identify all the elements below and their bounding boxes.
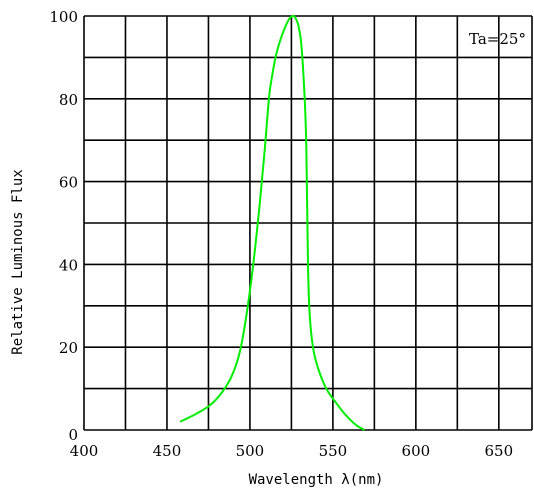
series-line-0 <box>179 14 365 431</box>
tick-labels: 400 450 500 550 600 650 0 20 40 60 80 100 <box>49 8 513 460</box>
x-tick-label-2: 500 <box>236 442 265 460</box>
x-axis-label: Wavelength λ(nm) <box>249 472 384 488</box>
y-tick-label-5: 100 <box>49 8 78 26</box>
y-axis-label: Relative Luminous Flux <box>10 169 26 354</box>
x-tick-label-4: 600 <box>402 442 431 460</box>
x-tick-label-0: 400 <box>70 442 99 460</box>
x-tick-label-1: 450 <box>153 442 182 460</box>
x-tick-label-3: 550 <box>319 442 348 460</box>
y-tick-label-4: 80 <box>59 91 78 109</box>
y-tick-label-3: 60 <box>59 174 78 192</box>
annotation-ta: Ta=25° <box>469 30 526 48</box>
y-tick-label-2: 40 <box>59 256 78 274</box>
y-tick-label-1: 20 <box>59 339 78 357</box>
series-layer <box>179 14 365 431</box>
y-tick-label-0: 0 <box>68 426 78 444</box>
x-tick-label-5: 650 <box>484 442 513 460</box>
